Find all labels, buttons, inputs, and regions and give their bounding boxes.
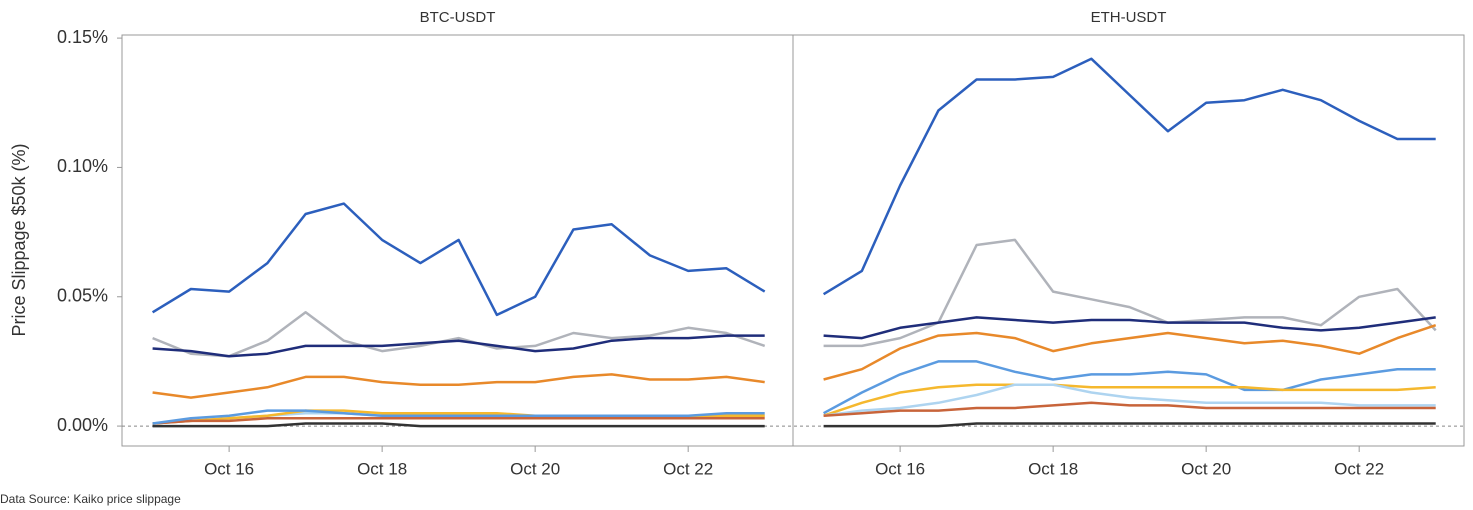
series-line xyxy=(152,334,765,358)
series-line xyxy=(152,373,765,399)
y-tick-label: 0.10% xyxy=(57,156,108,176)
series-line xyxy=(152,417,765,425)
series-line xyxy=(823,422,1436,428)
series-line xyxy=(152,409,765,425)
y-tick-label: 0.05% xyxy=(57,286,108,306)
series-line xyxy=(152,311,766,358)
x-tick-label: Oct 20 xyxy=(1181,459,1231,478)
y-tick-label: 0.15% xyxy=(57,27,108,47)
series-line xyxy=(822,57,1436,296)
source-note: Data Source: Kaiko price slippage xyxy=(0,492,181,506)
y-axis-label: Price Slippage $50k (%) xyxy=(9,143,29,336)
x-tick-label: Oct 18 xyxy=(357,459,407,478)
x-tick-label: Oct 22 xyxy=(663,459,713,478)
series-line xyxy=(823,383,1436,417)
panel-title: BTC-USDT xyxy=(420,9,496,26)
x-tick-label: Oct 16 xyxy=(875,459,925,478)
series-line xyxy=(151,202,766,317)
x-tick-label: Oct 16 xyxy=(204,459,254,478)
series-line xyxy=(823,401,1436,417)
panel-frame xyxy=(792,34,1465,447)
series-line xyxy=(823,316,1436,340)
series-line xyxy=(152,422,765,428)
x-tick-label: Oct 20 xyxy=(510,459,560,478)
series-line xyxy=(823,360,1436,415)
series-line xyxy=(823,383,1436,417)
panel-title: ETH-USDT xyxy=(1091,9,1167,26)
x-tick-label: Oct 18 xyxy=(1028,459,1078,478)
series-line xyxy=(823,238,1437,348)
x-tick-label: Oct 22 xyxy=(1334,459,1384,478)
y-tick-label: 0.00% xyxy=(57,415,108,435)
series-line xyxy=(823,324,1437,381)
